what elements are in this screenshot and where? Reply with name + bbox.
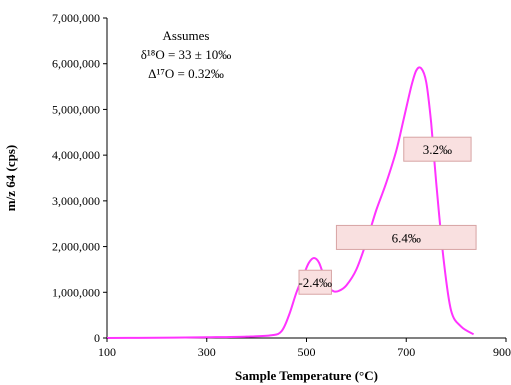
y-tick-label: 4,000,000 (52, 148, 100, 162)
assumptions-note: Assumes δ¹⁸O = 33 ± 10‰ Δ¹⁷O = 0.32‰ (141, 28, 231, 81)
y-tick-label: 0 (94, 331, 100, 345)
y-tick-label: 1,000,000 (52, 285, 100, 299)
y-tick-label: 6,000,000 (52, 57, 100, 71)
value-labels: -2.4‰ 6.4‰ 3.2‰ (298, 136, 477, 295)
y-axis-title: m/z 64 (cps) (3, 145, 18, 211)
value-label: 3.2‰ (423, 142, 452, 157)
series-line (106, 66, 475, 339)
value-label: 6.4‰ (392, 230, 421, 245)
value-label-box (403, 136, 472, 162)
x-tick-label: 900 (493, 345, 511, 359)
value-label-box (335, 224, 477, 250)
x-tick-label: 700 (397, 345, 415, 359)
note-line-2: δ¹⁸O = 33 ± 10‰ (141, 47, 231, 62)
note-line-1: Assumes (163, 28, 210, 43)
value-label-box (298, 269, 332, 295)
x-tick-label: 500 (298, 345, 316, 359)
x-tick-label: 300 (198, 345, 216, 359)
y-tick-label: 5,000,000 (52, 102, 100, 116)
x-axis-ticks: 100 300 500 700 900 (98, 338, 511, 359)
note-line-3: Δ¹⁷O = 0.32‰ (148, 66, 224, 81)
value-label: -2.4‰ (298, 275, 332, 290)
y-tick-label: 7,000,000 (52, 11, 100, 25)
y-axis-ticks: 0 1,000,000 2,000,000 3,000,000 4,000,000 5,0… (52, 11, 107, 345)
x-tick-label: 100 (98, 345, 116, 359)
x-axis-title: Sample Temperature (°C) (235, 368, 378, 383)
y-tick-label: 2,000,000 (52, 240, 100, 254)
y-tick-label: 3,000,000 (52, 194, 100, 208)
